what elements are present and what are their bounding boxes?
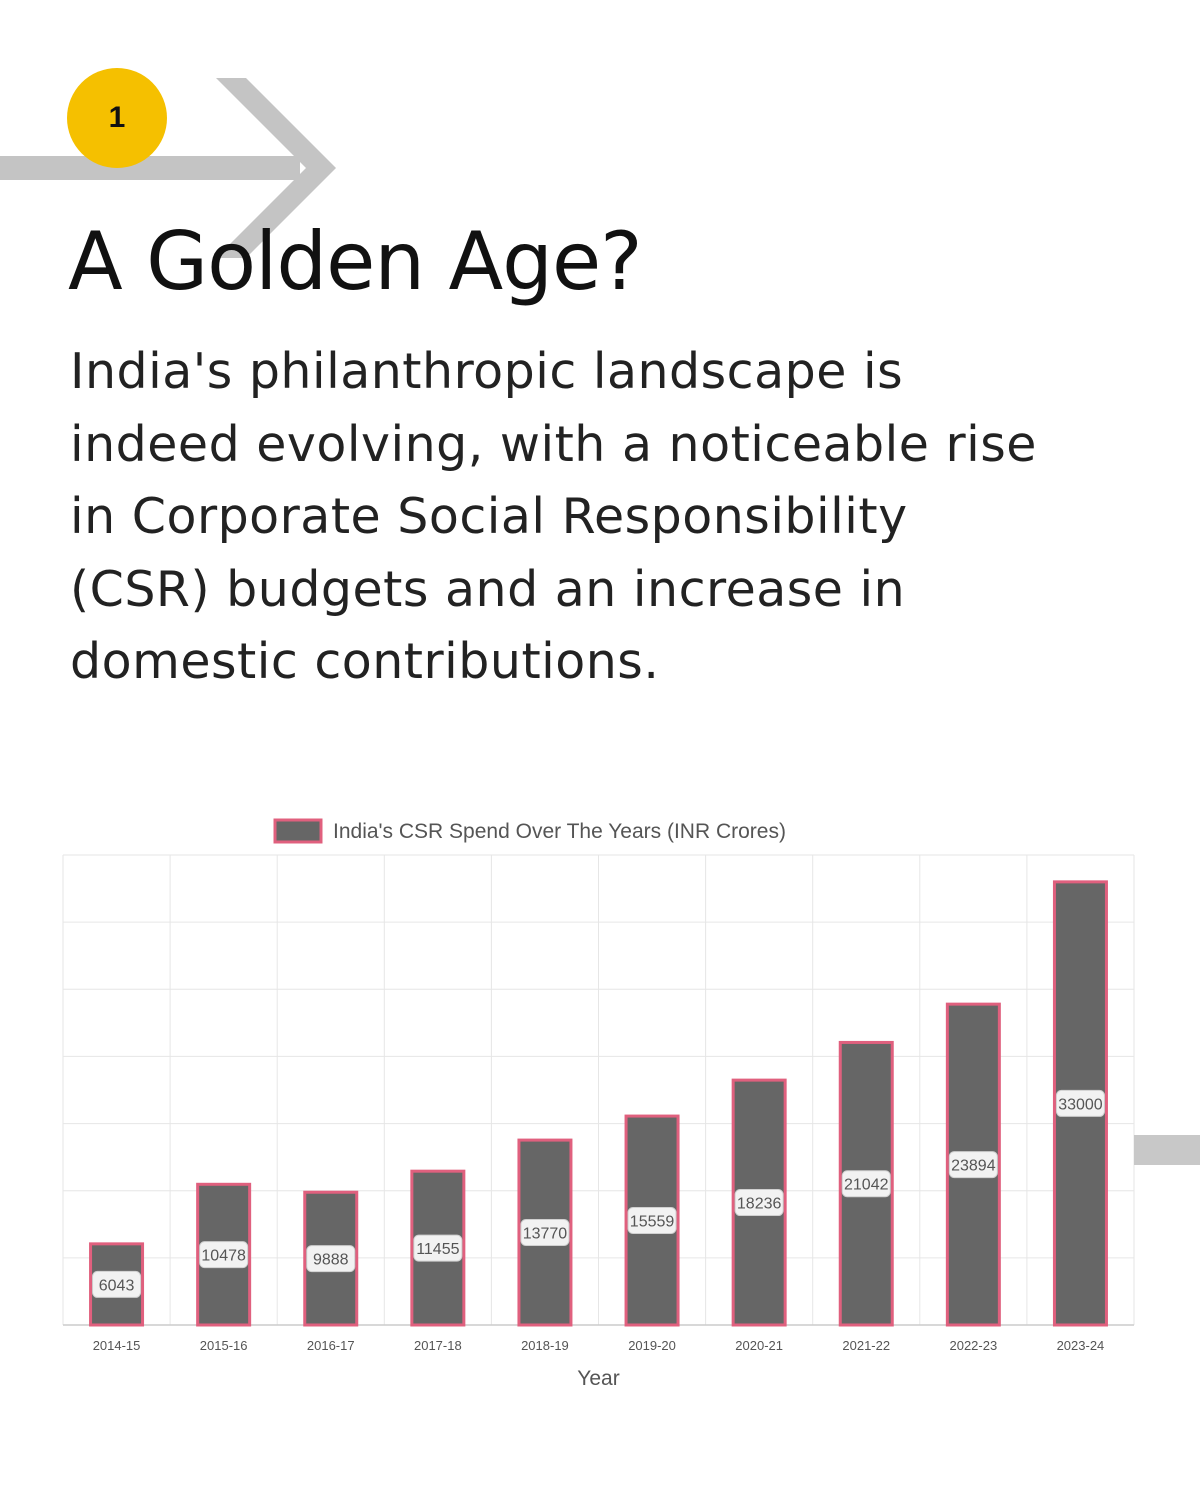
value-label: 21042 (844, 1177, 889, 1194)
value-label-box (306, 1245, 356, 1273)
value-label-box (413, 1234, 463, 1262)
step-number-badge: 1 (67, 68, 167, 168)
value-label: 10478 (201, 1248, 246, 1265)
value-label-box (841, 1170, 891, 1198)
side-accent-bar (1134, 1135, 1200, 1165)
page-title: A Golden Age? (68, 215, 643, 308)
legend-label: India's CSR Spend Over The Years (INR Cr… (333, 820, 786, 843)
x-tick-label: 2020-21 (735, 1338, 783, 1353)
legend-swatch (273, 818, 323, 844)
x-tick-label: 2016-17 (307, 1338, 355, 1353)
x-tick-label: 2021-22 (842, 1338, 890, 1353)
value-label: 15559 (630, 1214, 675, 1231)
x-tick-label: 2017-18 (414, 1338, 462, 1353)
value-label-box (520, 1219, 570, 1247)
intro-line: India's philanthropic landscape is (70, 343, 904, 400)
value-label-box (948, 1151, 998, 1179)
value-label: 11455 (416, 1241, 459, 1258)
value-label: 23894 (951, 1158, 996, 1175)
intro-line: domestic contributions. (70, 633, 660, 690)
value-label-box (92, 1270, 142, 1298)
intro-line: indeed evolving, with a noticeable rise (70, 415, 1037, 473)
value-label: 13770 (523, 1226, 568, 1243)
value-label: 18236 (737, 1196, 782, 1213)
value-label-box (199, 1241, 249, 1269)
x-tick-label: 2014-15 (93, 1338, 141, 1353)
value-label-box (734, 1189, 784, 1217)
intro-line: (CSR) budgets and an increase in (70, 560, 906, 618)
intro-paragraph: India's philanthropic landscape is indee… (70, 336, 1170, 699)
intro-line: in Corporate Social Responsibility (70, 488, 908, 545)
arrow-shaft (0, 156, 300, 180)
x-axis-title: Year (577, 1367, 619, 1390)
value-label: 33000 (1058, 1096, 1103, 1113)
x-tick-label: 2018-19 (521, 1338, 569, 1353)
x-tick-label: 2015-16 (200, 1338, 248, 1353)
csr-spend-bar-chart: 6043 2014-15 10478 2015-16 9888 2016-17 11455 2… (62, 818, 1135, 1390)
value-label: 6043 (99, 1277, 135, 1294)
x-tick-label: 2022-23 (949, 1338, 997, 1353)
value-label-box (627, 1207, 677, 1235)
x-tick-label: 2019-20 (628, 1338, 676, 1353)
value-label: 9888 (313, 1252, 349, 1269)
x-tick-label: 2023-24 (1057, 1338, 1105, 1353)
value-label-box (1055, 1089, 1105, 1117)
